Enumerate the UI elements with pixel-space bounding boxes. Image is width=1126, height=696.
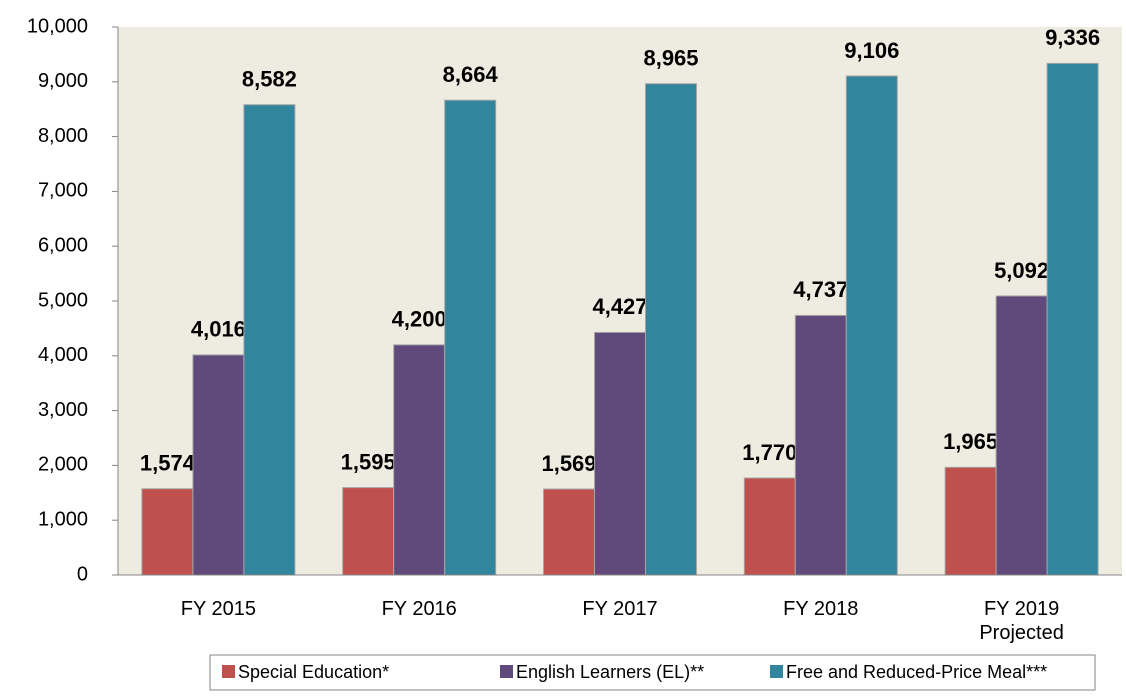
bar (594, 331, 646, 576)
data-label: 9,106 (844, 38, 899, 63)
y-tick-label: 1,000 (38, 508, 88, 530)
bar (743, 477, 796, 576)
legend-label: Free and Reduced-Price Meal*** (786, 662, 1047, 682)
data-label: 1,770 (742, 440, 797, 465)
y-tick-label: 3,000 (38, 399, 88, 421)
legend-swatch (222, 665, 235, 678)
legend-label: Special Education* (238, 662, 389, 682)
bar (543, 488, 595, 576)
data-label: 9,336 (1045, 25, 1100, 50)
data-label: 4,200 (392, 307, 447, 332)
bar (944, 466, 997, 576)
bar (243, 104, 296, 576)
data-label: 8,965 (643, 46, 698, 71)
data-label: 8,664 (443, 62, 499, 87)
bar (444, 99, 497, 576)
x-tick-label: FY 2017 (582, 598, 658, 620)
x-tick-label: FY 2015 (180, 598, 257, 620)
bar (342, 487, 395, 576)
legend-swatch (770, 665, 783, 678)
y-tick-label: 4,000 (38, 344, 88, 366)
x-tick-label: FY 2018 (783, 598, 859, 620)
y-tick-label: 5,000 (38, 289, 88, 311)
bar (645, 83, 697, 576)
y-tick-label: 6,000 (38, 234, 88, 256)
bar (393, 344, 446, 576)
data-label: 1,569 (541, 451, 596, 476)
bar (995, 295, 1048, 576)
y-tick-label: 8,000 (38, 125, 88, 147)
y-tick-label: 2,000 (38, 454, 88, 476)
bar (794, 314, 847, 576)
y-tick-label: 9,000 (38, 70, 88, 92)
bar (1046, 62, 1099, 576)
bar (141, 488, 194, 576)
data-label: 4,737 (793, 277, 848, 302)
bar (192, 354, 245, 576)
y-tick-label: 10,000 (27, 15, 88, 37)
y-tick-label: 0 (77, 563, 88, 585)
data-label: 1,595 (341, 449, 396, 474)
data-label: 5,092 (994, 258, 1049, 283)
data-label: 8,582 (242, 67, 297, 92)
x-tick-label: FY 2019 Projected (979, 598, 1064, 644)
data-label: 4,427 (592, 294, 647, 319)
legend-box (209, 654, 1096, 691)
y-tick-label: 7,000 (38, 180, 88, 202)
legend-swatch (500, 665, 513, 678)
data-label: 1,965 (943, 429, 998, 454)
data-label: 1,574 (140, 451, 196, 476)
data-label: 4,016 (191, 317, 246, 342)
legend-label: English Learners (EL)** (516, 662, 704, 682)
bar (845, 75, 898, 576)
x-tick-label: FY 2016 (381, 598, 457, 620)
